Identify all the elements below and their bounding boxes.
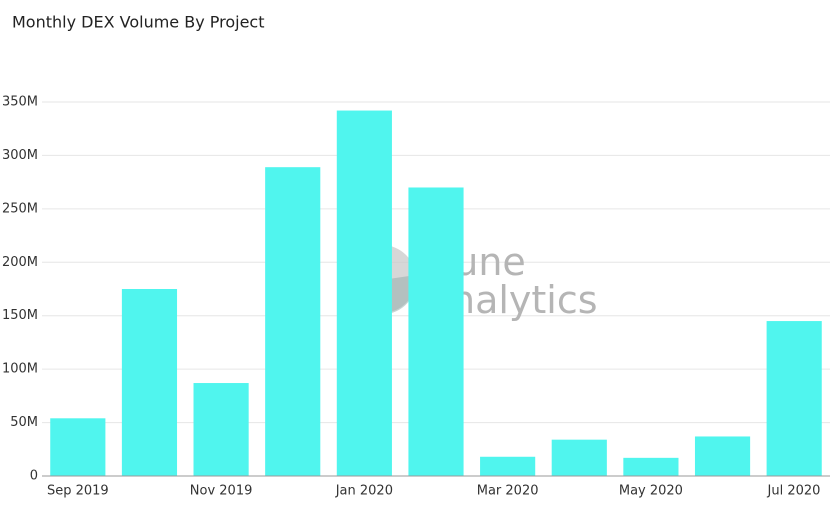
bar — [623, 457, 679, 476]
bar — [408, 187, 464, 476]
y-tick-label: 300M — [2, 148, 38, 163]
bar — [480, 456, 536, 476]
bar — [336, 110, 392, 476]
bar — [50, 418, 106, 476]
x-tick-label: May 2020 — [619, 484, 683, 499]
y-tick-label: 150M — [2, 308, 38, 323]
y-tick-label: 50M — [10, 415, 38, 430]
x-tick-label: Jan 2020 — [335, 484, 393, 499]
bar — [265, 167, 321, 476]
bar — [121, 289, 178, 476]
x-tick-label: Sep 2019 — [47, 484, 109, 499]
x-tick-label: Jul 2020 — [767, 484, 821, 499]
bar — [766, 321, 822, 476]
y-tick-label: 0 — [30, 469, 38, 484]
bar — [193, 383, 249, 476]
y-tick-label: 250M — [2, 201, 38, 216]
y-tick-label: 350M — [2, 95, 38, 110]
bar — [694, 436, 751, 476]
chart-title: Monthly DEX Volume By Project — [12, 13, 265, 32]
bar — [551, 439, 607, 476]
y-tick-label: 200M — [2, 255, 38, 270]
x-tick-label: Nov 2019 — [190, 484, 253, 499]
y-tick-label: 100M — [2, 362, 38, 377]
x-tick-label: Mar 2020 — [477, 484, 539, 499]
